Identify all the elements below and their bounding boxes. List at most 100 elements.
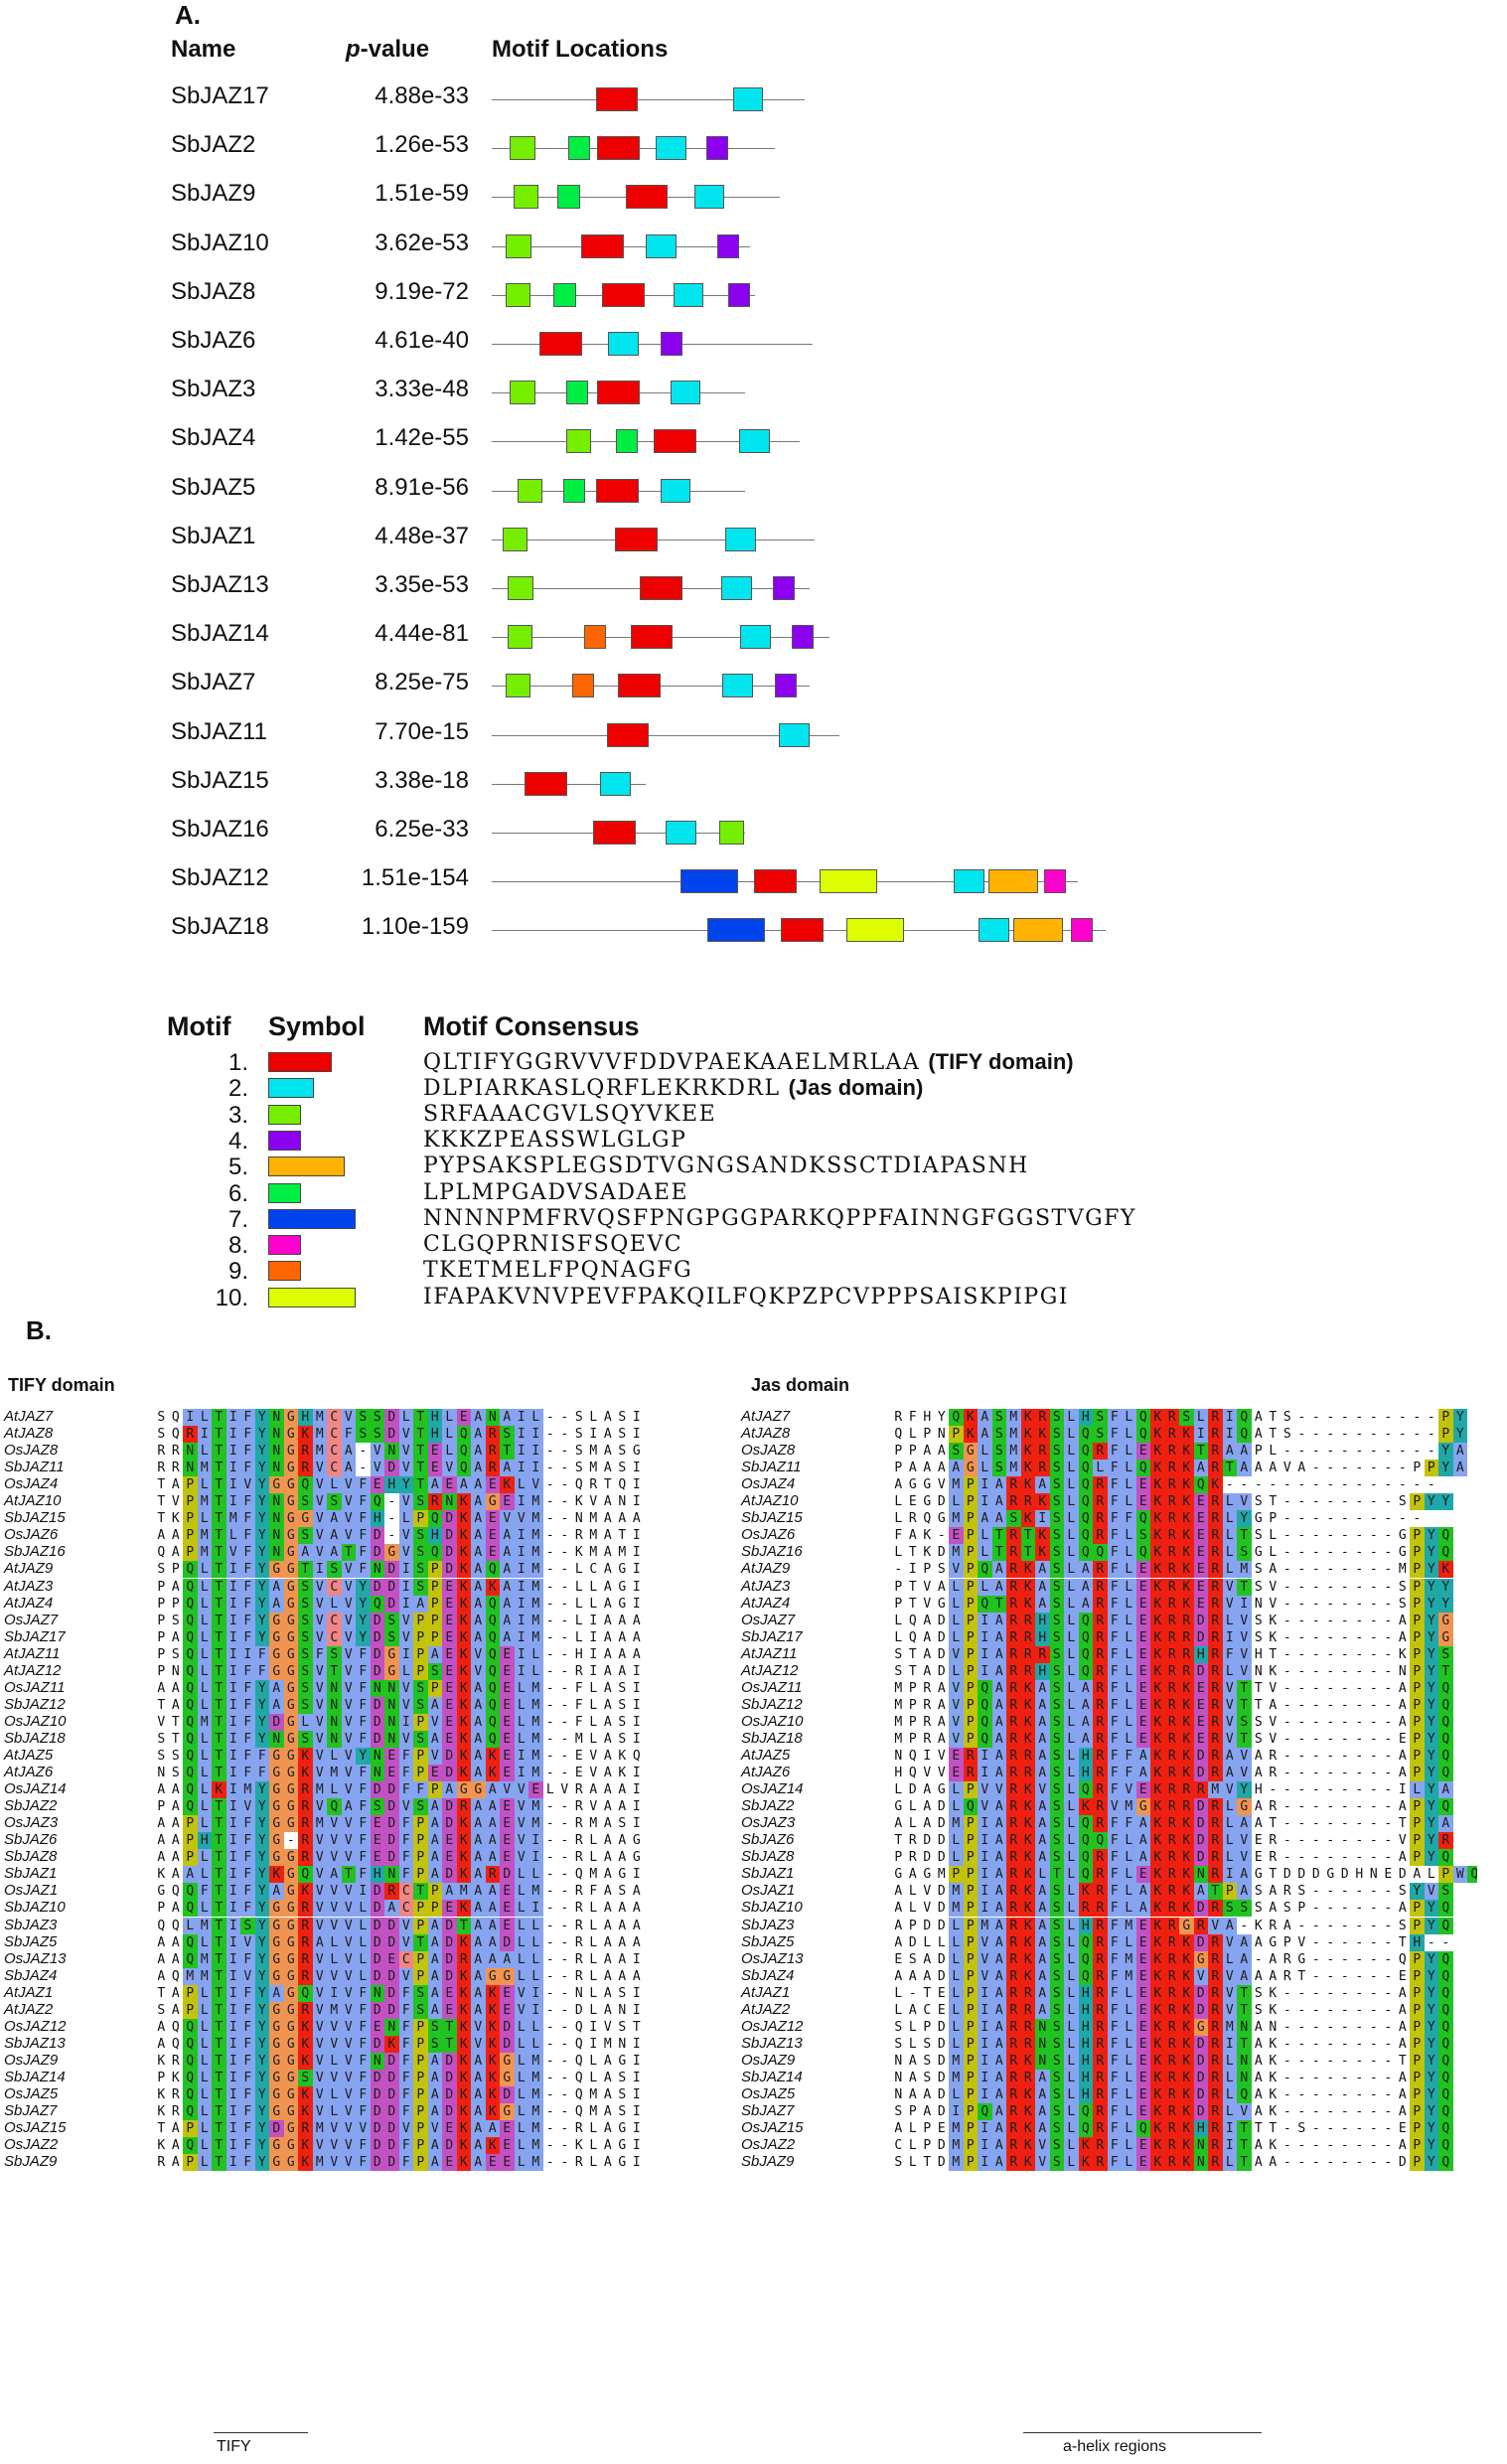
sequence-line: [492, 734, 839, 736]
jas-sequence-name: SbJAZ17: [741, 1627, 803, 1645]
sequence-name: SbJAZ13: [171, 571, 269, 598]
legend-motif-symbol: [268, 1235, 301, 1256]
jas-sequence-name: SbJAZ13: [741, 2034, 803, 2052]
motif-4-box: [773, 576, 795, 600]
motif-8-box: [1044, 869, 1066, 894]
motif-1-box: [618, 674, 661, 698]
legend-motif-consensus: SRFAAACGVLSQYVKEE: [423, 1102, 716, 1127]
tify-sequence-name: OsJAZ3: [4, 1814, 59, 1832]
motif-7-box: [680, 869, 738, 894]
motif-1-box: [593, 821, 636, 845]
tify-sequence-name: OsJAZ15: [4, 2119, 67, 2137]
tify-sequence-name: AtJAZ7: [4, 1408, 54, 1425]
motif-2-box: [694, 185, 724, 210]
tify-sequence-name: SbJAZ12: [4, 1695, 66, 1713]
sequence-name: SbJAZ9: [171, 180, 256, 208]
motif-3-box: [506, 282, 530, 307]
consensus-sequence: IFAPAKVNVPEVFPAKQILFQKPZPCVPPPSAISKPIPGI: [423, 1284, 1069, 1309]
p-value: 8.25e-75: [375, 669, 469, 696]
jas-sequence-name: OsJAZ8: [741, 1442, 796, 1460]
sequence-name: SbJAZ11: [171, 717, 267, 745]
motif-3-box: [719, 821, 744, 845]
tify-sequence-name: OsJAZ6: [4, 1526, 59, 1544]
motif-6-box: [557, 185, 580, 210]
sequence-name: SbJAZ15: [171, 766, 269, 794]
jas-sequence-name: AtJAZ2: [741, 2000, 791, 2018]
legend-motif-number: 10.: [215, 1284, 248, 1311]
legend-motif-number: 7.: [227, 1205, 248, 1233]
tify-sequence-name: SbJAZ10: [4, 1899, 66, 1917]
motif-6-box: [566, 381, 588, 405]
tify-sequence-name: AtJAZ3: [4, 1577, 54, 1595]
motif-3-box: [508, 625, 532, 650]
motif-4-box: [717, 233, 739, 258]
tify-sequence-name: SbJAZ4: [4, 1966, 58, 1984]
motif-2-box: [666, 821, 696, 845]
motif-3-box: [518, 478, 542, 503]
motif-3-box: [508, 576, 533, 600]
jas-sequence-name: AtJAZ6: [741, 1764, 791, 1781]
motif-2-box: [608, 332, 639, 356]
motif-9-box: [584, 625, 606, 650]
tify-footer-label: TIFY: [217, 2438, 251, 2455]
motif-1-box: [615, 527, 658, 551]
jas-sequence-name: SbJAZ5: [741, 1932, 795, 1950]
jas-sequence-name: AtJAZ4: [741, 1594, 791, 1612]
tify-sequence-name: SbJAZ11: [4, 1459, 65, 1476]
tify-sequence-name: AtJAZ6: [4, 1764, 54, 1781]
consensus-domain-note: (Jas domain): [788, 1075, 924, 1101]
motif-3-box: [510, 136, 535, 161]
sequence-line: [492, 783, 646, 785]
col-header-locations: Motif Locations: [492, 36, 669, 63]
tify-sequence-name: SbJAZ9: [4, 2153, 58, 2171]
p-value: 6.25e-33: [375, 816, 469, 843]
consensus-sequence: DLPIARKASLQRFLEKRKDRL: [423, 1076, 781, 1102]
legend-motif-symbol: [268, 1287, 356, 1308]
sequence-line: [492, 99, 805, 100]
legend-motif-consensus: PYPSAKSPLEGSDTVGNGSANDKSSCTDIAPASNH: [423, 1154, 1029, 1178]
sequence-name: SbJAZ18: [171, 913, 269, 941]
motif-3-box: [566, 429, 591, 454]
sequence-name: SbJAZ6: [171, 327, 256, 354]
jas-sequence-name: AtJAZ11: [741, 1644, 798, 1662]
motif-10-box: [820, 869, 877, 894]
legend-motif-symbol: [268, 1078, 315, 1099]
motif-1-box: [631, 625, 673, 650]
legend-motif-number: 5.: [227, 1154, 248, 1181]
jas-sequence-name: SbJAZ4: [741, 1966, 795, 1984]
jas-sequence-name: OsJAZ14: [741, 1780, 804, 1798]
motif-4-box: [792, 625, 814, 650]
motif-1-box: [607, 722, 649, 747]
tify-sequence-name: AtJAZ9: [4, 1560, 54, 1578]
jas-sequence-name: SbJAZ3: [741, 1916, 795, 1933]
motif-1-box: [654, 429, 696, 454]
p-value: 8.91e-56: [375, 473, 469, 501]
